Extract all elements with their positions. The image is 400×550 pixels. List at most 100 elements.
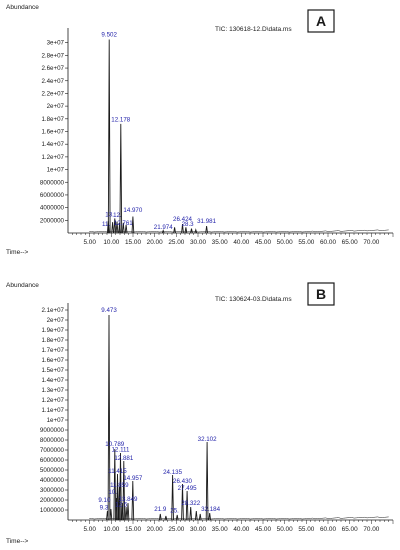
peak-12 [181,224,184,234]
peak-2 [111,222,114,234]
y-tick-label: 2.2e+07 [41,90,64,97]
y-tick-label: 5000000 [40,467,65,474]
peak-label: 10.789 [105,441,124,448]
x-tick-label: 5.00 [83,239,96,246]
y-tick-label: 1e+07 [47,417,65,424]
peak-16 [205,225,208,234]
x-tick-label: 10.00 [103,526,119,533]
peak-label: 13. [105,212,114,219]
x-tick-label: 60.00 [320,239,336,246]
x-tick-label: 40.00 [233,239,249,246]
peak-label: 12.881 [114,455,133,462]
x-tick-label: 35.00 [212,239,228,246]
x-tick-label: 45.00 [255,526,271,533]
x-tick-label: 55.00 [298,239,314,246]
x-tick-label: 70.00 [363,239,379,246]
peak-label: 26.424 [173,216,192,223]
peak-23 [208,512,212,521]
x-tick-label: 55.00 [298,526,314,533]
peak-label: 10. [108,489,117,496]
peak-label: 21.974 [154,224,173,231]
y-tick-label: 1.1e+07 [41,407,64,414]
peak-1 [107,39,111,234]
panel-letter: B [316,286,326,302]
baseline-trace [89,516,389,520]
x-tick-label: 15.00 [125,239,141,246]
peak-label: 11. [102,221,110,228]
y-tick-label: 1.4e+07 [41,377,64,384]
peak-19 [189,506,193,521]
peak-4 [115,221,119,234]
y-tick-label: 6000000 [40,457,65,464]
peak-label: 24.135 [163,469,182,476]
peak-21 [198,513,202,521]
peak-8 [124,224,128,234]
panel-letter-box: B [307,282,335,306]
y-tick-label: 2.8e+07 [41,52,64,59]
x-tick-label: 50.00 [277,239,293,246]
baseline-trace [89,229,389,233]
peak-label: 32.102 [198,436,217,443]
peak-18 [185,490,189,521]
y-tick-label: 1.2e+07 [41,154,64,161]
x-tick-label: 40.00 [233,526,249,533]
peak-2 [109,508,113,521]
file-label: TIC: 130618-12.D\data.ms [215,26,292,33]
x-tick-label: 65.00 [342,239,358,246]
peak-label: 12.111 [111,447,130,454]
panel-letter-frame [307,9,335,33]
y-tick-label: 2.6e+07 [41,65,64,72]
peak-11 [173,227,176,234]
peak-13 [184,227,188,234]
peak-13 [158,513,162,521]
x-tick-label: 20.00 [147,239,163,246]
peak-9 [131,216,135,234]
x-axis-title: Time--> [6,249,29,256]
peak-label: 25. [170,508,179,515]
chromatogram-b-svg: Abundance 1000000 2000000 3000000 4000000 500… [6,282,394,545]
y-tick-label: 1.2e+07 [41,397,64,404]
y-axis-title: Abundance [6,282,39,289]
peak-11 [126,502,130,521]
y-tick-label: 1.6e+07 [41,129,64,136]
peak-label: 31.981 [197,218,216,225]
peak-14 [190,228,193,234]
y-tick-label: 1.6e+07 [41,357,64,364]
peak-label: 9.473 [101,307,117,314]
peak-3 [113,218,117,234]
y-tick-label: 1000000 [40,507,65,514]
peak-22 [205,441,209,521]
x-tick-label: 5.00 [83,526,96,533]
x-tick-label: 35.00 [212,526,228,533]
x-tick-label: 50.00 [277,526,293,533]
peak-3 [113,448,117,521]
y-tick-label: 2000000 [40,497,65,504]
peak-16 [175,514,179,521]
peak-10 [124,506,128,521]
x-tick-label: 25.00 [168,239,184,246]
peak-17 [181,483,184,521]
peak-6 [119,123,123,234]
y-tick-label: 2e+07 [47,317,65,324]
peak-label: 28.3 [182,221,195,228]
file-label: TIC: 130624-03.D\data.ms [215,296,292,303]
peak-label: 32.184 [201,506,220,513]
y-tick-label: 4000000 [40,205,65,212]
x-tick-label: 70.00 [363,526,379,533]
peak-label: 11.415 [108,468,127,475]
peak-20 [194,510,198,521]
peak-5 [116,473,119,521]
peak-10 [161,229,165,234]
peak-label: 9.502 [101,31,117,38]
peak-7 [119,452,122,521]
x-tick-label: 15.00 [125,526,141,533]
y-tick-label: 1.3e+07 [41,387,64,394]
panel-letter-frame [307,282,335,306]
peak-label: 14.970 [123,207,142,214]
peak-label: 9.10 [98,497,111,504]
x-tick-label: 65.00 [342,526,358,533]
peak-label: 14.957 [123,475,142,482]
peak-label: 27.495 [178,485,197,492]
y-tick-label: 6000000 [40,192,65,199]
y-tick-label: 8000000 [40,437,65,444]
